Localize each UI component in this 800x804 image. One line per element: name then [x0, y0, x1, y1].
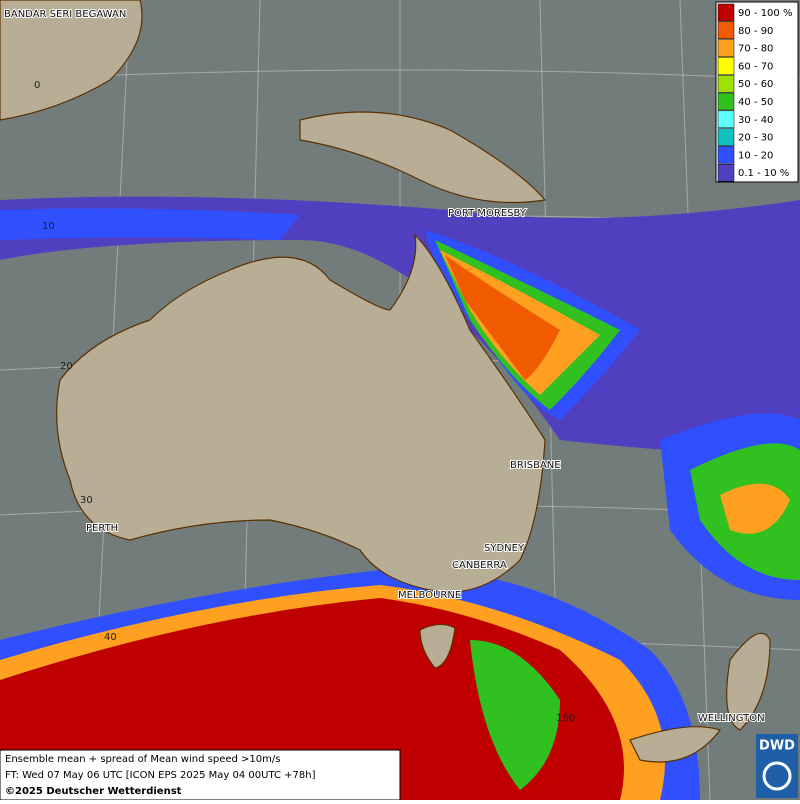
legend-label: 80 - 90	[738, 26, 773, 37]
place-label: BRISBANE	[510, 460, 561, 471]
legend-label: 40 - 50	[738, 97, 773, 108]
grid-label: 20	[60, 361, 73, 372]
caption-line: FT: Wed 07 May 06 UTC [ICON EPS 2025 May…	[5, 770, 316, 781]
place-label: CANBERRA	[452, 560, 507, 571]
legend-label: 60 - 70	[738, 61, 773, 72]
legend-swatch	[717, 21, 735, 40]
legend-swatch	[717, 128, 735, 146]
legend-label: 90 - 100 %	[738, 8, 792, 19]
legend-swatch	[717, 57, 735, 75]
grid-label: 40	[104, 632, 117, 643]
logo-mark	[762, 761, 792, 791]
grid-label: 30	[80, 495, 93, 506]
legend-swatch	[717, 92, 735, 111]
logo-box	[756, 734, 798, 798]
grid-label: 160	[556, 713, 575, 724]
legend-label: 70 - 80	[738, 44, 773, 55]
place-label: BANDAR SERI BEGAWAN	[4, 9, 126, 20]
caption-line: Ensemble mean + spread of Mean wind spee…	[5, 754, 280, 765]
wind-shading	[0, 196, 800, 800]
legend-swatch	[717, 3, 735, 22]
legend-label: 0.1 - 10 %	[738, 168, 789, 179]
legend-swatch	[717, 74, 735, 93]
logo-text: DWD	[759, 739, 795, 754]
legend-swatch	[717, 39, 735, 57]
place-label: WELLINGTON	[698, 713, 765, 724]
place-label: SYDNEY	[484, 543, 525, 554]
place-label: PERTH	[86, 523, 118, 534]
legend-label: 30 - 40	[738, 115, 773, 126]
grid-label: 10	[42, 221, 55, 232]
grid-label: 0	[34, 80, 40, 91]
labels: BANDAR SERI BEGAWAN PORT MORESBY BRISBAN…	[3, 8, 766, 725]
legend-label: 50 - 60	[738, 79, 773, 90]
caption-box	[0, 749, 401, 801]
caption-line: ©2025 Deutscher Wetterdienst	[5, 786, 182, 797]
legend-swatch	[717, 110, 735, 129]
place-label: PORT MORESBY	[448, 208, 527, 219]
logo: DWD	[756, 734, 798, 798]
land	[0, 0, 771, 763]
legend-swatch	[717, 163, 735, 182]
place-label: MELBOURNE	[398, 590, 461, 601]
legend-label: 20 - 30	[738, 133, 773, 144]
legend-swatch	[717, 146, 735, 164]
legend: 90 - 100 % 80 - 90 70 - 80 60 - 70 50 - 60 40…	[715, 1, 799, 183]
legend-label: 10 - 20	[738, 150, 773, 161]
caption: Ensemble mean + spread of Mean wind spee…	[0, 749, 401, 801]
